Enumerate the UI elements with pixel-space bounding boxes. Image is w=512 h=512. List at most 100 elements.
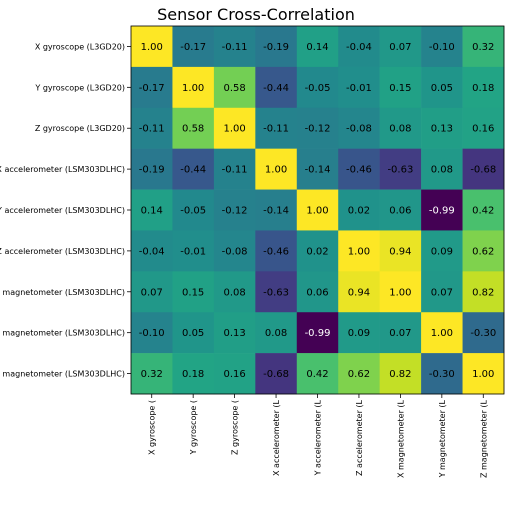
column-tick-label: Y magnetometer (L (438, 399, 447, 478)
cell-value-label: 0.58 (182, 124, 204, 135)
cell-value-label: 0.05 (431, 83, 453, 94)
cell-value-label: -0.46 (346, 165, 372, 176)
heatmap-cell (379, 107, 422, 149)
heatmap-cell (462, 26, 505, 68)
cell-value-label: 1.00 (141, 42, 163, 53)
row-tick-label: Z gyroscope (L3GD20) (35, 124, 125, 133)
cell-value-label: 0.14 (141, 206, 163, 217)
heatmap-cell (379, 148, 422, 190)
cell-value-label: -0.01 (180, 246, 206, 257)
column-tick-label: Y gyroscope ( (189, 400, 198, 455)
cell-value-label: 1.00 (265, 165, 287, 176)
cell-value-label: 1.00 (389, 287, 411, 298)
cell-value-label: 1.00 (223, 124, 245, 135)
cell-value-label: 0.16 (223, 369, 245, 380)
column-tick-label: Y accelerometer (L (314, 399, 323, 476)
cell-value-label: -0.10 (139, 328, 165, 339)
cell-value-label: 0.07 (431, 287, 453, 298)
column-tick-label: Z magnetometer (L (479, 399, 488, 478)
heatmap-cell (462, 148, 505, 190)
cell-value-label: 0.02 (306, 246, 328, 257)
row-tick-label: Z magnetometer (LSM303DLHC) (0, 370, 125, 379)
cell-value-label: 0.07 (141, 287, 163, 298)
cell-value-label: -0.30 (470, 328, 496, 339)
heatmap-cell (255, 353, 298, 395)
heatmap-cell (379, 271, 422, 313)
heatmap-cell (379, 312, 422, 354)
cell-value-label: -0.99 (305, 328, 331, 339)
heatmap-cell (421, 148, 463, 190)
cell-value-label: 0.32 (472, 42, 494, 53)
heatmap-cell (462, 189, 505, 231)
column-tick-label: X accelerometer (L (272, 399, 281, 476)
cell-value-label: 0.06 (389, 206, 411, 217)
heatmap-cell (213, 353, 256, 395)
cell-value-label: 0.32 (141, 369, 163, 380)
cell-value-label: -0.11 (139, 124, 165, 135)
row-tick-label: Z accelerometer (LSM303DLHC) (0, 247, 125, 256)
cell-value-label: 0.42 (306, 369, 328, 380)
cell-value-label: -0.12 (222, 206, 248, 217)
heatmap-cell (213, 271, 256, 313)
heatmap-cell (213, 312, 256, 354)
cell-value-label: 0.62 (472, 246, 494, 257)
cell-value-label: -0.04 (346, 42, 372, 53)
heatmap-cell (213, 189, 256, 231)
cell-value-label: 0.18 (182, 369, 204, 380)
heatmap-cell (462, 353, 505, 395)
heatmap-cell (462, 107, 505, 149)
cell-value-label: 0.07 (389, 42, 411, 53)
heatmap-cell (131, 189, 173, 231)
heatmap-cell (172, 189, 215, 231)
heatmap-cell (172, 26, 215, 68)
cell-value-label: -0.11 (222, 42, 248, 53)
heatmap-cell (255, 189, 298, 231)
heatmap-cell (379, 230, 422, 272)
cell-value-label: 0.94 (348, 287, 370, 298)
cell-value-label: -0.46 (263, 246, 289, 257)
cell-value-label: -0.05 (305, 83, 331, 94)
column-tick-label: X gyroscope ( (148, 400, 157, 455)
cell-value-label: -0.10 (429, 42, 455, 53)
heatmap-cell (462, 271, 505, 313)
heatmap-cell (421, 353, 463, 395)
heatmap-cell (296, 26, 339, 68)
cell-value-label: -0.11 (263, 124, 289, 135)
heatmap-cell (131, 271, 173, 313)
cell-value-label: -0.19 (139, 165, 165, 176)
column-tick-label: Z gyroscope ( (231, 400, 240, 455)
heatmap-cell (421, 189, 463, 231)
cell-value-label: 0.06 (306, 287, 328, 298)
cell-value-label: 0.18 (472, 83, 494, 94)
cell-value-label: -0.04 (139, 246, 165, 257)
heatmap-cell (338, 230, 380, 272)
heatmap-cell (131, 353, 173, 395)
cell-value-label: -0.63 (387, 165, 413, 176)
cell-value-label: 0.08 (223, 287, 245, 298)
heatmap-cell (213, 26, 256, 68)
heatmap-cell (338, 107, 380, 149)
cell-value-label: 0.14 (306, 42, 328, 53)
chart-title: Sensor Cross-Correlation (157, 5, 355, 24)
cell-value-label: 0.15 (182, 287, 204, 298)
heatmap-cell-labels: 1.00 -0.17 -0.11 -0.19 0.14 -0.04 0.07 -0.10 0.3… (139, 42, 496, 380)
row-tick-label: Y accelerometer (LSM303DLHC) (0, 206, 125, 215)
heatmap-cell (131, 312, 173, 354)
heatmap-cell (172, 66, 215, 109)
axis-ticks (127, 46, 484, 398)
heatmap-cell (338, 189, 380, 231)
heatmap-cell (296, 271, 339, 313)
heatmap-cell (296, 353, 339, 395)
heatmap-cell (296, 230, 339, 272)
heatmap-cell (172, 148, 215, 190)
cell-value-label: -0.68 (263, 369, 289, 380)
row-tick-labels: X gyroscope (L3GD20) Y gyroscope (L3GD20)… (0, 42, 125, 378)
heatmap-cell (172, 107, 215, 149)
heatmap-cell (213, 107, 256, 149)
heatmap-cell (255, 107, 298, 149)
heatmap-cell (131, 230, 173, 272)
heatmap-cell (131, 66, 173, 109)
cell-value-label: 0.05 (182, 328, 204, 339)
heatmap-cell (172, 230, 215, 272)
cell-value-label: 0.58 (223, 83, 245, 94)
